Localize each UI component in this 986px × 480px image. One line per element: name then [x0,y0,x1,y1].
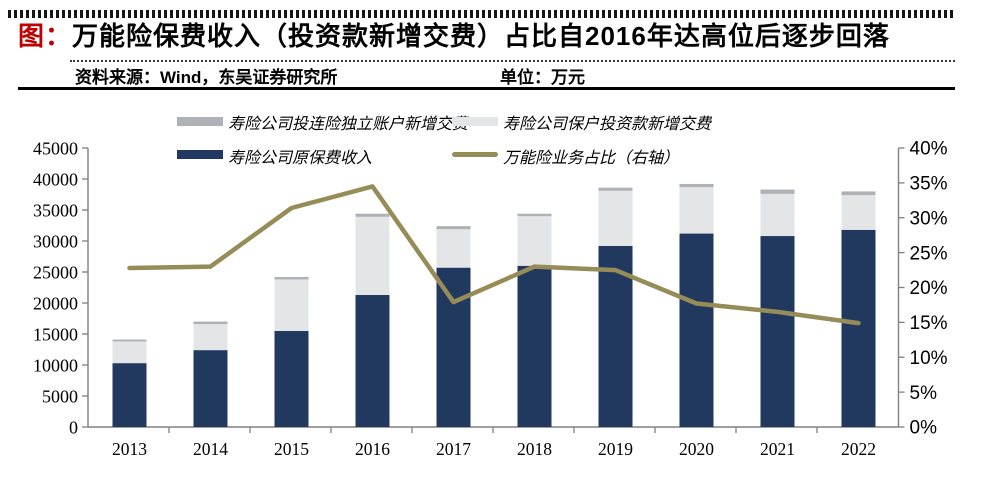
legend-swatch-navy [177,150,223,159]
legend-label: 寿险公司投连险独立账户新增交费 [228,114,469,133]
bar-segment-2013 [112,341,147,364]
bar-segment-2016 [355,294,390,427]
bar-segment-2018 [517,216,552,266]
figure-title: 图：万能险保费收入（投资款新增交费）占比自2016年达高位后逐步回落 [18,16,958,53]
top-dashed-border [8,10,955,18]
right-axis-tick-label: 20% [910,278,948,299]
bar-segment-2017 [436,229,471,268]
bar-segment-2016 [355,213,390,217]
x-axis-category-label: 2016 [355,439,390,459]
right-axis-tick-label: 0% [910,418,938,439]
unit-label: 单位：万元 [500,68,585,87]
right-axis-tick-label: 10% [910,348,948,369]
bar-segment-2020 [679,183,714,188]
left-axis-tick-label: 20000 [33,293,78,313]
x-axis-category-label: 2019 [598,439,633,459]
bar-segment-2022 [841,229,876,427]
left-axis-tick-label: 30000 [33,231,78,251]
left-axis-tick-label: 40000 [33,169,78,189]
bar-segment-2015 [274,276,309,280]
bar-segment-2014 [193,324,228,351]
right-axis-tick-label: 15% [910,313,948,334]
x-axis-category-label: 2020 [679,439,714,459]
bar-segment-2019 [598,187,633,191]
bar-segment-2013 [112,339,147,342]
right-axis-tick-label: 25% [910,243,948,264]
legend-swatch-olive-line [452,152,498,157]
legend-label: 寿险公司原保费收入 [228,148,373,167]
left-axis-tick-label: 5000 [42,386,78,406]
right-axis-tick-label: 40% [910,139,948,160]
right-axis-tick-label: 5% [910,383,938,404]
bar-segment-2017 [436,226,471,230]
bar-segment-2016 [355,216,390,295]
left-axis-tick-label: 35000 [33,200,78,220]
x-axis-category-label: 2018 [517,439,552,459]
figure-tag-label: 图： [18,21,73,51]
legend-swatch-light-gray [452,117,498,126]
legend-label: 万能险业务占比（右轴） [503,148,680,167]
x-axis-category-label: 2022 [841,439,876,459]
left-axis-tick-label: 15000 [33,324,78,344]
x-axis-category-label: 2017 [436,439,471,459]
bar-segment-2013 [112,363,147,427]
figure-title-text: 万能险保费收入（投资款新增交费）占比自2016年达高位后逐步回落 [72,21,890,51]
ratio-line [127,184,861,326]
right-axis-tick-label: 35% [910,174,948,195]
data-source-label: 资料来源：Wind，东吴证券研究所 [75,68,338,87]
legend-swatch-mid-gray [177,117,223,126]
bar-segment-2022 [841,195,876,230]
left-axis-tick-label: 45000 [33,138,78,158]
left-axis-tick-label: 25000 [33,262,78,282]
bar-segment-2014 [193,321,228,325]
bar-segment-2021 [760,236,795,427]
x-axis-category-label: 2013 [112,439,147,459]
x-axis-category-label: 2015 [274,439,309,459]
bar-segment-2015 [274,279,309,331]
bar-segment-2021 [760,193,795,237]
bar-segment-2015 [274,330,309,427]
title-divider-dotted [70,60,955,62]
legend-label: 寿险公司保户投资款新增交费 [503,114,712,133]
bar-segment-2017 [436,267,471,427]
bar-segment-2020 [679,233,714,427]
source-row: 资料来源：Wind，东吴证券研究所 单位：万元 [75,63,955,87]
bar-segment-2021 [760,189,795,194]
right-axis-tick-label: 30% [910,208,948,229]
bar-segment-2014 [193,350,228,427]
x-axis-category-label: 2014 [193,439,228,459]
bar-segment-2019 [598,190,633,246]
left-axis-tick-label: 0 [69,417,78,437]
x-axis-category-label: 2021 [760,439,795,459]
bar-segment-2022 [841,191,876,196]
left-axis-tick-label: 10000 [33,355,78,375]
header-divider-solid [18,87,955,90]
bar-segment-2020 [679,187,714,234]
combo-chart-plot: 0 5000 10000 15000 20000 25000 30000 35000 40000… [33,138,948,459]
bar-segment-2018 [517,213,552,217]
bar-segment-2018 [517,265,552,427]
